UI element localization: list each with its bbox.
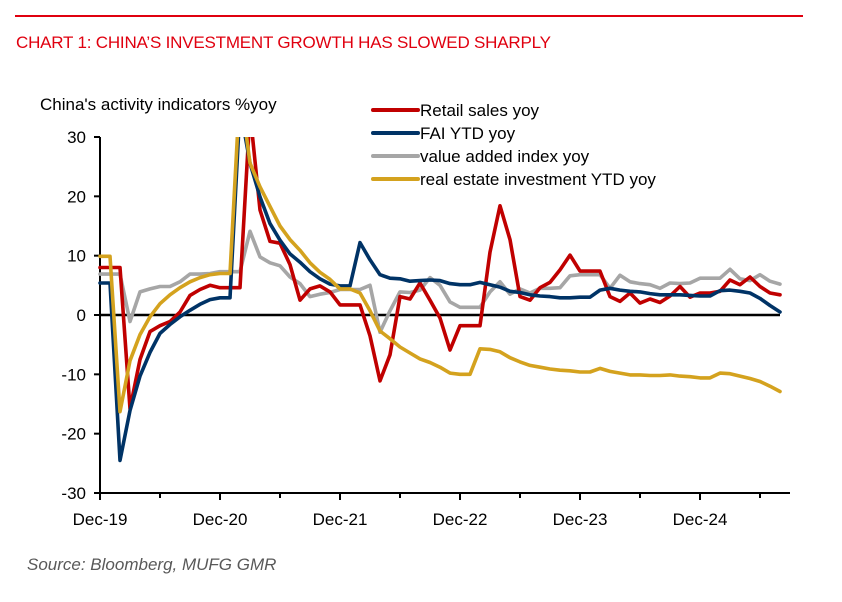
legend-label-vai: value added index yoy: [420, 147, 590, 166]
y-tick-label: -10: [61, 365, 86, 384]
x-axis: Dec-19 Dec-20 Dec-21 Dec-22 Dec-23 Dec-24: [73, 492, 790, 529]
y-tick-label: -20: [61, 425, 86, 444]
y-tick-label: 30: [67, 128, 86, 147]
legend-label-fai: FAI YTD yoy: [420, 124, 516, 143]
x-tick-label: Dec-24: [673, 510, 728, 529]
x-tick-label: Dec-22: [433, 510, 488, 529]
y-tick-label: -30: [61, 484, 86, 503]
top-rule: [15, 15, 803, 17]
series-group: [98, 137, 782, 463]
series-line-retail: [98, 137, 782, 411]
x-tick-label: Dec-23: [553, 510, 608, 529]
x-tick-label: Dec-21: [313, 510, 368, 529]
x-tick-label: Dec-19: [73, 510, 128, 529]
y-axis: 30 20 10 0 -10 -20 -30: [61, 128, 101, 503]
chart-title: CHART 1: CHINA’S INVESTMENT GROWTH HAS S…: [16, 33, 551, 52]
y-tick-label: 0: [77, 306, 86, 325]
y-axis-label: China's activity indicators %yoy: [40, 95, 277, 114]
legend: Retail sales yoy FAI YTD yoy value added i…: [371, 101, 656, 189]
series-line-re: [98, 137, 782, 414]
series-line-fai: [98, 137, 782, 463]
x-tick-label: Dec-20: [193, 510, 248, 529]
legend-label-re: real estate investment YTD yoy: [420, 170, 656, 189]
source-note: Source: Bloomberg, MUFG GMR: [27, 555, 277, 574]
legend-label-retail: Retail sales yoy: [420, 101, 540, 120]
y-tick-label: 20: [67, 187, 86, 206]
y-tick-label: 10: [67, 247, 86, 266]
